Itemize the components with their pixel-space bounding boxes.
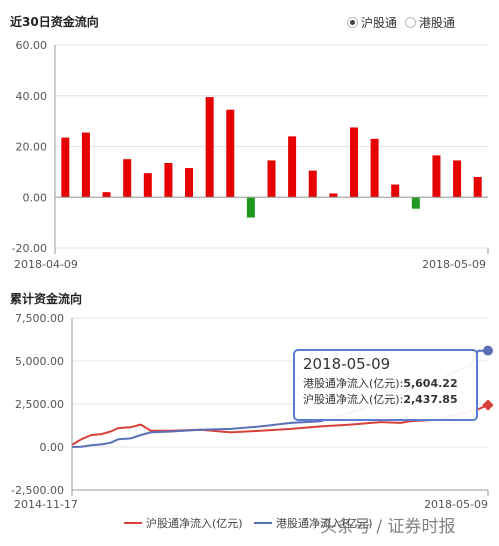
tooltip-sh-value: 2,437.85 [403, 393, 458, 406]
tooltip-date: 2018-05-09 [303, 355, 391, 373]
radio-selected-icon [346, 17, 358, 28]
cumulative-flow-title: 累计资金流向 [10, 292, 83, 306]
bar [61, 137, 70, 198]
bar [102, 192, 111, 198]
data-tooltip: 2018-05-09 港股通净流入(亿元):5,604.22 沪股通净流入(亿元… [293, 349, 478, 421]
sh-series-end-point [482, 399, 494, 411]
bar-chart: -20.00 0.00 20.00 40.00 60.00 2018-04-09 2018-… [12, 39, 489, 271]
line-y-tick-label: -2,500.00 [11, 484, 64, 497]
bar-y-tick-label: 0.00 [23, 191, 48, 204]
bar-y-tick-label: 20.00 [16, 141, 48, 154]
tooltip-line-hk: 港股通净流入(亿元):5,604.22 [303, 377, 458, 390]
bar-y-tick-label: 40.00 [16, 90, 48, 103]
bar [185, 168, 194, 198]
bar [123, 159, 132, 198]
channel-toggle: 沪股通 港股通 [346, 14, 455, 31]
bar [411, 197, 420, 209]
bar-y-tick-label: 60.00 [16, 39, 48, 52]
line-y-tick-label: 0.00 [40, 441, 65, 454]
hk-legend-label: 港股通净流入(亿元) [276, 516, 373, 530]
bar [432, 155, 441, 198]
bar [473, 176, 482, 198]
toggle-label-sh: 沪股通 [360, 16, 397, 30]
bar [288, 136, 297, 198]
bar [349, 127, 358, 198]
bar [391, 184, 400, 198]
toggle-option-sh[interactable]: 沪股通 [346, 14, 397, 31]
tooltip-sh-label: 沪股通净流入(亿元) [303, 393, 400, 406]
tooltip-hk-value: 5,604.22 [403, 377, 458, 390]
bar-y-tick-label: -20.00 [12, 242, 47, 255]
bar [143, 173, 152, 198]
bar-x-start-label: 2018-04-09 [14, 258, 78, 271]
bar [205, 97, 214, 198]
tooltip-hk-label: 港股通净流入(亿元) [303, 377, 400, 390]
bar [164, 162, 173, 198]
bar [370, 138, 379, 198]
toggle-label-hk: 港股通 [418, 16, 455, 30]
bar [267, 160, 276, 198]
line-y-tick-label: 2,500.00 [15, 398, 64, 411]
bar [308, 170, 317, 198]
radio-unselected-icon [404, 17, 416, 28]
bar [329, 193, 338, 198]
sh-legend-label: 沪股通净流入(亿元) [146, 516, 243, 530]
tooltip-line-sh: 沪股通净流入(亿元):2,437.85 [303, 393, 458, 406]
bar [453, 160, 462, 198]
line-y-tick-label: 5,000.00 [15, 355, 64, 368]
bar-x-end-label: 2018-05-09 [422, 258, 486, 271]
line-x-start-label: 2014-11-17 [14, 498, 78, 511]
line-y-tick-label: 7,500.00 [15, 312, 64, 325]
watermark: 头条号 / 证券时报 [320, 517, 456, 537]
bar [246, 197, 255, 218]
bar [226, 109, 235, 198]
hk-series-end-point [483, 345, 493, 356]
bar [81, 132, 90, 198]
toggle-option-hk[interactable]: 港股通 [404, 14, 455, 31]
line-x-end-label: 2018-05-09 [424, 498, 488, 511]
recent-flow-title: 近30日资金流向 [10, 15, 99, 29]
